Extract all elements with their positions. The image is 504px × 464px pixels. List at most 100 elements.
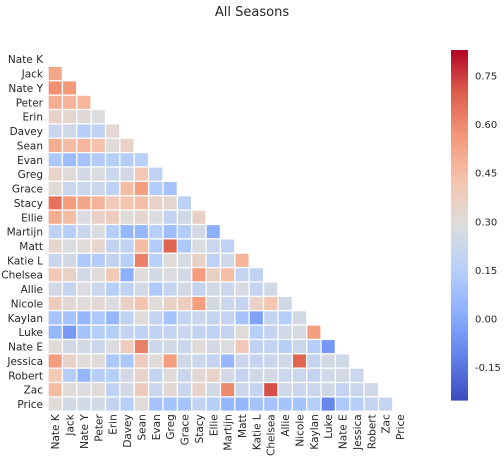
colorbar-segment <box>451 292 468 296</box>
colorbar-segment <box>451 117 468 121</box>
colorbar-tick-label: 0.60 <box>475 120 497 131</box>
colorbar-segment <box>451 190 468 194</box>
heatmap-cell <box>177 196 192 210</box>
heatmap-cell <box>120 268 134 282</box>
heatmap-cell <box>77 239 91 253</box>
colorbar-segment <box>451 236 468 241</box>
heatmap-cell <box>48 95 62 109</box>
heatmap-cell <box>63 397 77 411</box>
colorbar-segment <box>451 332 468 337</box>
heatmap-cell <box>134 325 148 339</box>
y-tick-label: Zac <box>24 385 44 397</box>
x-tick-label: Matt <box>237 414 249 438</box>
heatmap-cell <box>48 354 62 368</box>
heatmap-cell <box>48 124 62 138</box>
heatmap-cell <box>163 181 177 196</box>
heatmap-cell <box>120 138 134 152</box>
heatmap-cell <box>149 268 163 282</box>
colorbar-segment <box>451 265 468 270</box>
heatmap-cell <box>149 383 163 397</box>
colorbar-segment <box>451 315 468 319</box>
heatmap-cell <box>264 397 278 411</box>
heatmap-cell <box>63 95 77 109</box>
heatmap-cell <box>63 153 77 167</box>
heatmap-cell <box>91 268 105 282</box>
heatmap-cell <box>120 167 134 181</box>
heatmap-cell <box>63 110 77 124</box>
heatmap-cell <box>106 282 120 296</box>
colorbar-segment <box>451 347 468 352</box>
heatmap-cell <box>163 282 177 296</box>
heatmap-cell <box>134 282 148 296</box>
heatmap-cell <box>91 210 105 224</box>
heatmap-cell <box>177 210 192 224</box>
y-tick-label: Matt <box>19 241 43 253</box>
heatmap-cell <box>134 153 148 167</box>
heatmap-cell <box>278 368 292 382</box>
heatmap-cell <box>106 253 120 267</box>
heatmap-cell <box>192 253 206 267</box>
heatmap-cell <box>177 397 192 411</box>
x-tick-label: Price <box>395 414 407 440</box>
heatmap-cell <box>249 368 263 382</box>
x-tick-label: Chelsea <box>266 414 278 456</box>
colorbar-segment <box>451 70 468 74</box>
heatmap-cell <box>192 354 206 368</box>
heatmap-cell <box>63 368 77 382</box>
colorbar-segment <box>451 181 468 185</box>
heatmap-cell <box>206 340 220 354</box>
heatmap-cell <box>336 354 350 368</box>
colorbar-segment <box>451 67 468 72</box>
heatmap-cell <box>48 181 62 196</box>
colorbar-segment <box>451 105 468 109</box>
colorbar-tick-label: 0.15 <box>475 266 497 277</box>
heatmap-cell <box>206 311 220 325</box>
colorbar-segment <box>451 359 468 363</box>
colorbar-segment <box>451 169 468 174</box>
heatmap-cell <box>134 181 148 196</box>
colorbar-segment <box>451 87 468 92</box>
heatmap-cell <box>149 239 163 253</box>
heatmap-cell <box>206 368 220 382</box>
heatmap-cell <box>63 210 77 224</box>
colorbar-segment <box>451 239 468 244</box>
heatmap-cell <box>336 368 350 382</box>
heatmap-cell <box>106 210 120 224</box>
heatmap-cell <box>120 210 134 224</box>
heatmap-cell <box>307 325 321 339</box>
heatmap-cell <box>106 124 120 138</box>
colorbar-segment <box>451 303 468 308</box>
heatmap-cell <box>292 354 307 368</box>
colorbar-segment <box>451 353 468 357</box>
y-tick-label: Stacy <box>14 198 43 210</box>
heatmap-cell <box>77 354 91 368</box>
colorbar-segment <box>451 131 468 136</box>
heatmap-cell <box>249 383 263 397</box>
heatmap-cell <box>177 239 192 253</box>
colorbar-segment <box>451 356 468 360</box>
heatmap-cell <box>134 383 148 397</box>
heatmap-cell <box>77 368 91 382</box>
heatmap-cell <box>134 268 148 282</box>
heatmap-cell <box>63 196 77 210</box>
heatmap-cell <box>120 368 134 382</box>
heatmap-cell <box>77 282 91 296</box>
colorbar-segment <box>451 58 468 63</box>
heatmap-cell <box>307 368 321 382</box>
colorbar-segment <box>451 312 468 317</box>
heatmap-cell <box>177 253 192 267</box>
colorbar-segment <box>451 149 468 153</box>
heatmap-cell <box>106 225 120 239</box>
colorbar-segment <box>451 216 468 220</box>
heatmap-cell <box>48 167 62 181</box>
heatmap-cell <box>249 268 263 282</box>
colorbar-segment <box>451 79 468 83</box>
heatmap-cell <box>235 282 249 296</box>
colorbar-segment <box>451 187 468 191</box>
heatmap-cell <box>77 210 91 224</box>
colorbar-segment <box>451 245 468 249</box>
heatmap-cell <box>106 167 120 181</box>
colorbar-segment <box>451 335 468 340</box>
heatmap-cell <box>48 368 62 382</box>
